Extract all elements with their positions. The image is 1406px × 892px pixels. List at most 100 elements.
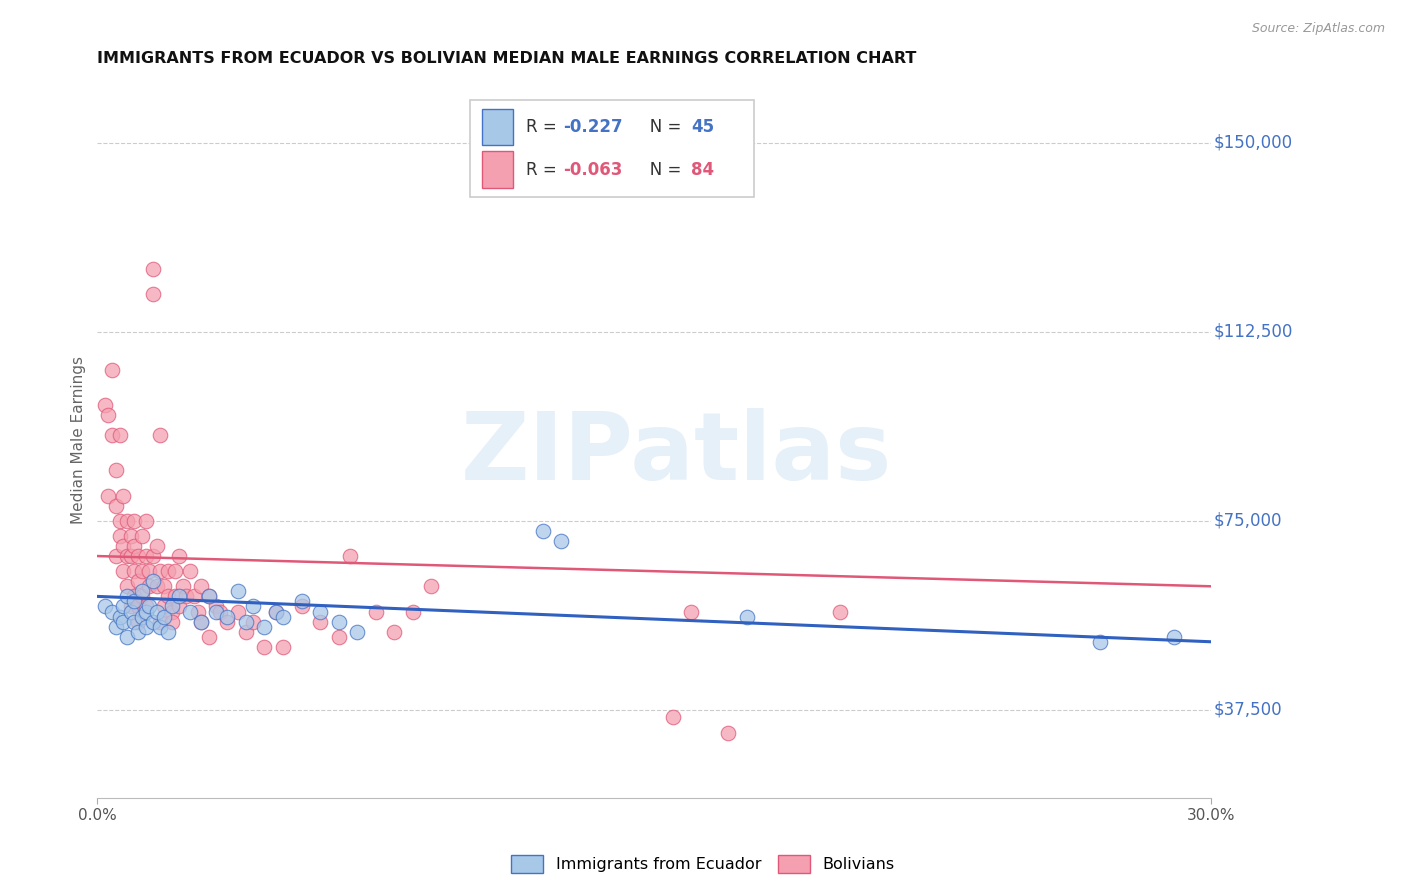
Point <box>681 605 703 619</box>
Point <box>153 609 176 624</box>
Point <box>104 463 127 477</box>
Point <box>717 725 740 739</box>
Point <box>156 590 179 604</box>
Point <box>131 590 153 604</box>
Point <box>97 489 120 503</box>
Point <box>197 590 219 604</box>
Point <box>112 489 135 503</box>
Point <box>309 615 332 629</box>
Point <box>124 590 146 604</box>
Text: R =: R = <box>526 118 562 136</box>
Point <box>309 605 332 619</box>
Text: Source: ZipAtlas.com: Source: ZipAtlas.com <box>1251 22 1385 36</box>
Point <box>101 428 124 442</box>
Point <box>112 615 135 629</box>
Point <box>120 549 142 563</box>
Point <box>124 564 146 578</box>
Point <box>131 609 153 624</box>
Point <box>228 605 250 619</box>
Point <box>183 590 205 604</box>
Point <box>165 564 187 578</box>
Bar <box>482 152 513 188</box>
Point <box>190 579 212 593</box>
Point <box>142 615 165 629</box>
Point <box>115 590 138 604</box>
Point <box>290 594 312 608</box>
Text: $150,000: $150,000 <box>1213 134 1292 152</box>
Point <box>242 599 264 614</box>
Point <box>127 549 149 563</box>
Point <box>149 615 172 629</box>
Point <box>112 539 135 553</box>
Point <box>828 605 851 619</box>
Point <box>112 564 135 578</box>
Point <box>127 615 149 629</box>
Point <box>108 428 131 442</box>
Point <box>145 605 167 619</box>
Point <box>167 599 190 614</box>
Point <box>197 630 219 644</box>
Point <box>145 579 167 593</box>
Point <box>176 590 198 604</box>
Point <box>124 615 146 629</box>
Point <box>271 640 294 654</box>
Point <box>217 615 239 629</box>
Point <box>108 529 131 543</box>
Point <box>97 408 120 422</box>
Text: R =: R = <box>526 161 562 178</box>
Point <box>242 615 264 629</box>
Point <box>138 579 160 593</box>
Point <box>1088 634 1111 648</box>
Point <box>101 362 124 376</box>
Point <box>346 624 368 639</box>
Point <box>145 539 167 553</box>
Point <box>187 605 209 619</box>
Point <box>127 624 149 639</box>
Text: $112,500: $112,500 <box>1213 323 1292 341</box>
Point <box>138 564 160 578</box>
Point <box>127 599 149 614</box>
Point <box>94 398 117 412</box>
Point <box>235 615 257 629</box>
Text: -0.227: -0.227 <box>562 118 623 136</box>
Point <box>131 584 153 599</box>
Point <box>135 599 157 614</box>
Bar <box>482 109 513 145</box>
Point <box>531 524 554 538</box>
Point <box>735 609 758 624</box>
Point <box>264 605 287 619</box>
Text: N =: N = <box>634 161 686 178</box>
Point <box>153 579 176 593</box>
Point <box>160 605 183 619</box>
Point <box>124 594 146 608</box>
Point <box>108 514 131 528</box>
Point <box>205 605 228 619</box>
Point <box>339 549 361 563</box>
Point <box>264 605 287 619</box>
Point <box>120 599 142 614</box>
Point <box>160 599 183 614</box>
Text: 45: 45 <box>690 118 714 136</box>
Point <box>1163 630 1185 644</box>
Point <box>167 590 190 604</box>
Point <box>131 529 153 543</box>
Text: IMMIGRANTS FROM ECUADOR VS BOLIVIAN MEDIAN MALE EARNINGS CORRELATION CHART: IMMIGRANTS FROM ECUADOR VS BOLIVIAN MEDI… <box>97 51 917 66</box>
Point <box>190 615 212 629</box>
Point <box>124 539 146 553</box>
Point <box>135 620 157 634</box>
Point <box>138 599 160 614</box>
Point <box>94 599 117 614</box>
Text: ZIPatlas: ZIPatlas <box>461 409 893 500</box>
Point <box>142 574 165 589</box>
Point <box>228 584 250 599</box>
Point <box>253 640 276 654</box>
FancyBboxPatch shape <box>471 100 755 196</box>
Point <box>420 579 443 593</box>
Point <box>328 615 350 629</box>
Point <box>160 615 183 629</box>
Point <box>135 605 157 619</box>
Point <box>290 599 312 614</box>
Point <box>271 609 294 624</box>
Point <box>328 630 350 644</box>
Point <box>135 549 157 563</box>
